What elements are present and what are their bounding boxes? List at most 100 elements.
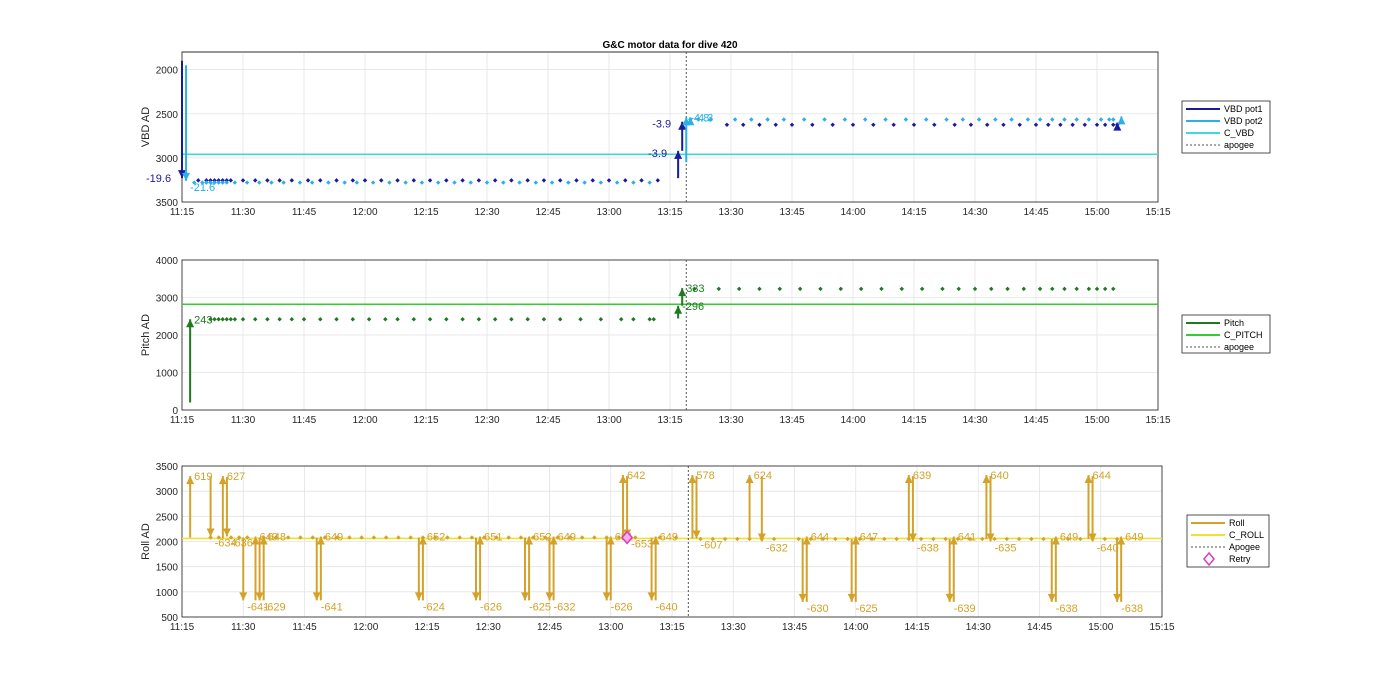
figure-title: G&C motor data for dive 420 bbox=[602, 40, 737, 51]
x-tick-label: 14:30 bbox=[966, 622, 991, 633]
move-label: -636 bbox=[231, 537, 253, 549]
move-arrow-head bbox=[525, 536, 534, 545]
y-tick-label: 2000 bbox=[156, 66, 179, 77]
move-arrow-head bbox=[986, 533, 995, 542]
move-arrow-head bbox=[1117, 536, 1126, 545]
vbd-chart: 11:15 11:30 11:45 12:00 12:15 12:30 12:45 13:00… bbox=[140, 51, 1271, 218]
move-arrow-head bbox=[206, 528, 215, 537]
data-point bbox=[216, 178, 221, 183]
move-arrow-head bbox=[745, 475, 754, 484]
y-axis-label: Pitch AD bbox=[140, 314, 152, 356]
data-point bbox=[736, 286, 742, 292]
data-point bbox=[484, 180, 490, 185]
move-label: 243 bbox=[194, 314, 212, 326]
move-arrow-head bbox=[651, 536, 660, 545]
data-point bbox=[797, 286, 803, 292]
data-point bbox=[944, 117, 949, 122]
x-tick-label: 15:00 bbox=[1084, 207, 1109, 218]
data-point bbox=[850, 122, 856, 127]
data-point bbox=[1016, 536, 1022, 542]
move-arrow-head bbox=[549, 536, 558, 545]
x-tick-label: 11:15 bbox=[170, 207, 195, 218]
data-point bbox=[956, 286, 961, 292]
move-label: -632 bbox=[766, 543, 788, 555]
move-label: -625 bbox=[856, 603, 878, 615]
x-tick-label: 12:00 bbox=[352, 415, 377, 426]
move-label: -638 bbox=[917, 543, 939, 555]
move-label: 649 bbox=[558, 531, 576, 543]
data-point bbox=[883, 117, 888, 122]
legend-label: VBD pot2 bbox=[1224, 116, 1263, 126]
data-point bbox=[749, 117, 754, 122]
x-tick-label: 13:15 bbox=[657, 207, 682, 218]
x-tick-label: 14:45 bbox=[1027, 622, 1052, 633]
data-point bbox=[216, 535, 221, 540]
legend-label: Roll bbox=[1229, 518, 1245, 528]
data-point bbox=[631, 180, 636, 185]
legend-label: C_PITCH bbox=[1224, 330, 1263, 340]
x-tick-label: 12:30 bbox=[476, 622, 501, 633]
data-point bbox=[297, 180, 303, 185]
y-tick-label: 1500 bbox=[156, 563, 179, 574]
data-point bbox=[1062, 117, 1067, 122]
data-point bbox=[492, 317, 498, 322]
data-point bbox=[232, 317, 238, 322]
move-label: 649 bbox=[1125, 531, 1143, 543]
data-point bbox=[647, 317, 652, 322]
move-arrow-head bbox=[182, 172, 191, 181]
data-point bbox=[1046, 122, 1051, 127]
y-tick-label: 3500 bbox=[156, 198, 179, 209]
move-arrow-head bbox=[686, 117, 695, 126]
data-point bbox=[476, 178, 482, 183]
move-arrow-head bbox=[472, 592, 480, 601]
move-label: 333 bbox=[686, 283, 704, 295]
data-point bbox=[501, 180, 506, 185]
data-point bbox=[334, 317, 339, 322]
x-tick-label: 11:45 bbox=[292, 622, 317, 633]
move-label: 641 bbox=[958, 531, 976, 543]
move-arrow-head bbox=[692, 530, 701, 539]
move-label: -624 bbox=[423, 601, 445, 613]
x-tick-label: 12:30 bbox=[474, 207, 499, 218]
data-point bbox=[838, 286, 843, 292]
data-point bbox=[1033, 122, 1039, 127]
x-tick-label: 15:15 bbox=[1149, 622, 1174, 633]
move-label: -296 bbox=[682, 301, 704, 313]
data-point bbox=[710, 536, 716, 542]
data-point bbox=[253, 317, 258, 322]
move-arrow-head bbox=[1113, 593, 1122, 602]
data-point bbox=[244, 180, 250, 185]
data-point bbox=[579, 535, 585, 540]
x-tick-label: 13:30 bbox=[718, 207, 743, 218]
data-point bbox=[582, 180, 587, 185]
x-tick-label: 14:45 bbox=[1023, 415, 1048, 426]
data-point bbox=[616, 535, 622, 540]
move-arrow-head bbox=[1088, 533, 1097, 542]
x-tick-label: 13:45 bbox=[779, 415, 804, 426]
data-point bbox=[452, 180, 457, 185]
data-point bbox=[1074, 286, 1079, 292]
data-point bbox=[1086, 286, 1092, 292]
data-point bbox=[818, 286, 823, 292]
move-label: -638 bbox=[1056, 603, 1078, 615]
data-point bbox=[236, 535, 242, 540]
data-point bbox=[980, 536, 985, 542]
data-point bbox=[277, 178, 282, 183]
move-arrow-head bbox=[186, 476, 195, 485]
move-label: -4.8 bbox=[690, 112, 709, 124]
data-point bbox=[192, 180, 197, 185]
x-tick-label: 14:45 bbox=[1023, 207, 1048, 218]
data-point bbox=[590, 178, 595, 183]
data-point bbox=[1082, 122, 1087, 127]
x-tick-label: 12:45 bbox=[537, 622, 562, 633]
move-arrow-head bbox=[312, 592, 321, 601]
data-point bbox=[1094, 286, 1100, 292]
data-point bbox=[623, 178, 628, 183]
data-point bbox=[220, 180, 225, 185]
move-arrow-head bbox=[908, 533, 917, 542]
data-point bbox=[460, 317, 465, 322]
data-point bbox=[371, 535, 377, 540]
data-point bbox=[1111, 286, 1116, 292]
data-point bbox=[858, 286, 864, 292]
data-point bbox=[773, 122, 778, 127]
